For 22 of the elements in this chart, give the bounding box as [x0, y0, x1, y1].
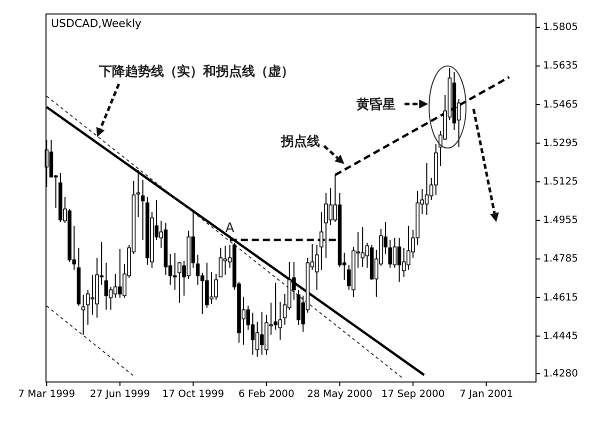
annotation: 拐点线	[280, 134, 320, 150]
chart-title: USDCAD,Weekly	[51, 17, 142, 30]
y-tick-label: 1.5635	[543, 60, 578, 72]
y-tick-label: 1.4280	[543, 368, 578, 380]
x-tick-label: 28 May 2000	[307, 389, 372, 400]
y-tick-label: 1.4445	[543, 330, 578, 342]
y-tick-label: 1.4955	[543, 215, 578, 226]
x-tick-label: 6 Feb 2000	[238, 389, 294, 400]
y-tick-label: 1.5465	[543, 99, 578, 110]
annotation: A	[225, 220, 234, 236]
y-tick-label: 1.5125	[543, 176, 578, 188]
x-tick-label: 17 Sep 2000	[381, 389, 445, 400]
y-tick-label: 1.5805	[543, 22, 578, 34]
y-tick-label: 1.4785	[543, 254, 578, 265]
y-tick-label: 1.4615	[543, 292, 578, 304]
annotation: 黄昏星	[356, 96, 396, 113]
x-tick-label: 17 Oct 1999	[162, 389, 224, 400]
x-tick-label: 27 Jun 1999	[90, 389, 150, 400]
y-tick-label: 1.5295	[543, 138, 578, 149]
x-tick-label: 7 Mar 1999	[18, 389, 76, 400]
x-tick-label: 7 Jan 2001	[459, 389, 514, 400]
annotation: 下降趋势线（实）和拐点线（虚）	[98, 64, 294, 80]
